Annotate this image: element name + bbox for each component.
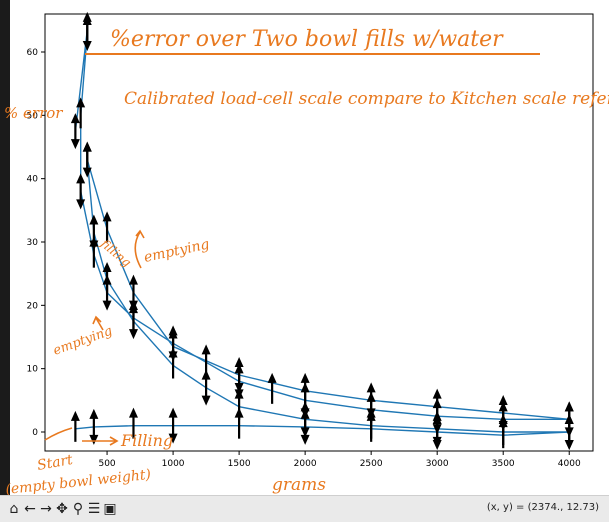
data-point-marker bbox=[564, 414, 574, 450]
configure-subplots-icon[interactable]: ☰ bbox=[87, 501, 101, 517]
data-point-arrows bbox=[70, 11, 574, 450]
y-tick-label: 50 bbox=[27, 111, 39, 121]
data-point-marker bbox=[300, 408, 310, 445]
window-edge bbox=[0, 0, 10, 495]
data-point-marker bbox=[82, 15, 92, 51]
x-tick-label: 4000 bbox=[558, 459, 581, 469]
y-tick-label: 10 bbox=[27, 365, 39, 375]
data-point-marker bbox=[267, 372, 277, 404]
data-point-marker bbox=[201, 369, 211, 406]
y-axis-label: % error bbox=[4, 104, 63, 122]
y-tick-label: 20 bbox=[27, 301, 39, 311]
data-point-marker bbox=[70, 113, 80, 150]
data-point-marker bbox=[300, 372, 310, 404]
data-point-marker bbox=[168, 347, 178, 379]
y-tick-label: 30 bbox=[27, 238, 39, 248]
home-icon[interactable]: ⌂ bbox=[9, 501, 19, 517]
data-point-marker bbox=[128, 407, 138, 439]
zoom-icon[interactable]: ⚲ bbox=[72, 501, 84, 517]
x-tick-label: 500 bbox=[98, 459, 115, 469]
y-axis: 0 10 20 30 40 50 60 bbox=[27, 48, 45, 438]
y-tick-label: 40 bbox=[27, 175, 39, 185]
series-line bbox=[75, 425, 570, 436]
data-point-marker bbox=[366, 410, 376, 442]
chart: 0 10 20 30 40 50 60 500 1000 1500 2000 2500 3000 350… bbox=[4, 11, 609, 495]
data-point-marker bbox=[89, 214, 99, 251]
cursor-coordinates: (x, y) = (2374., 12.73) bbox=[486, 502, 599, 513]
chart-subtitle: Calibrated load-cell scale compare to Ki… bbox=[124, 89, 609, 109]
x-tick-label: 3000 bbox=[426, 459, 449, 469]
y-tick-label: 60 bbox=[27, 48, 39, 58]
filling-arrow-lower bbox=[82, 436, 119, 446]
pan-icon[interactable]: ✥ bbox=[56, 501, 68, 517]
x-tick-label: 1500 bbox=[228, 459, 251, 469]
data-point-marker bbox=[234, 357, 244, 393]
series-line bbox=[86, 159, 570, 433]
data-point-marker bbox=[234, 407, 244, 439]
plot-toolbar: ⌂ ← → ✥ ⚲ ☰ ▣ (x, y) = (2374., 12.73) bbox=[0, 495, 609, 522]
back-icon[interactable]: ← bbox=[24, 501, 36, 517]
emptying-arrow-upper bbox=[134, 229, 145, 269]
annotation-filling-lower: Filling bbox=[120, 431, 173, 450]
x-tick-label: 1000 bbox=[162, 459, 185, 469]
y-tick-label: 0 bbox=[32, 428, 38, 438]
forward-icon[interactable]: → bbox=[40, 501, 52, 517]
annotation-empty-bowl-weight: (empty bowl weight) bbox=[5, 467, 152, 495]
x-tick-label: 2000 bbox=[294, 459, 317, 469]
data-point-marker bbox=[432, 414, 442, 450]
x-tick-label: 3500 bbox=[492, 459, 515, 469]
data-point-marker bbox=[498, 417, 508, 449]
data-point-marker bbox=[102, 211, 112, 243]
chart-title: %error over Two bowl fills w/water bbox=[110, 27, 504, 52]
save-icon[interactable]: ▣ bbox=[103, 501, 117, 517]
x-axis: 500 1000 1500 2000 2500 3000 3500 4000 bbox=[98, 451, 581, 469]
data-point-marker bbox=[76, 97, 86, 129]
data-point-marker bbox=[89, 408, 99, 445]
data-point-marker bbox=[128, 303, 138, 340]
data-point-marker bbox=[102, 262, 112, 293]
data-point-marker bbox=[76, 173, 86, 210]
emptying-arrow-lower bbox=[92, 315, 104, 331]
annotation-start: Start bbox=[36, 452, 74, 474]
data-point-marker bbox=[82, 141, 92, 173]
start-arrow bbox=[44, 427, 73, 441]
data-point-marker bbox=[70, 410, 80, 442]
x-tick-label: 2500 bbox=[360, 459, 383, 469]
data-point-marker bbox=[168, 407, 178, 444]
x-axis-label: grams bbox=[272, 475, 326, 495]
plot-area bbox=[44, 13, 594, 452]
